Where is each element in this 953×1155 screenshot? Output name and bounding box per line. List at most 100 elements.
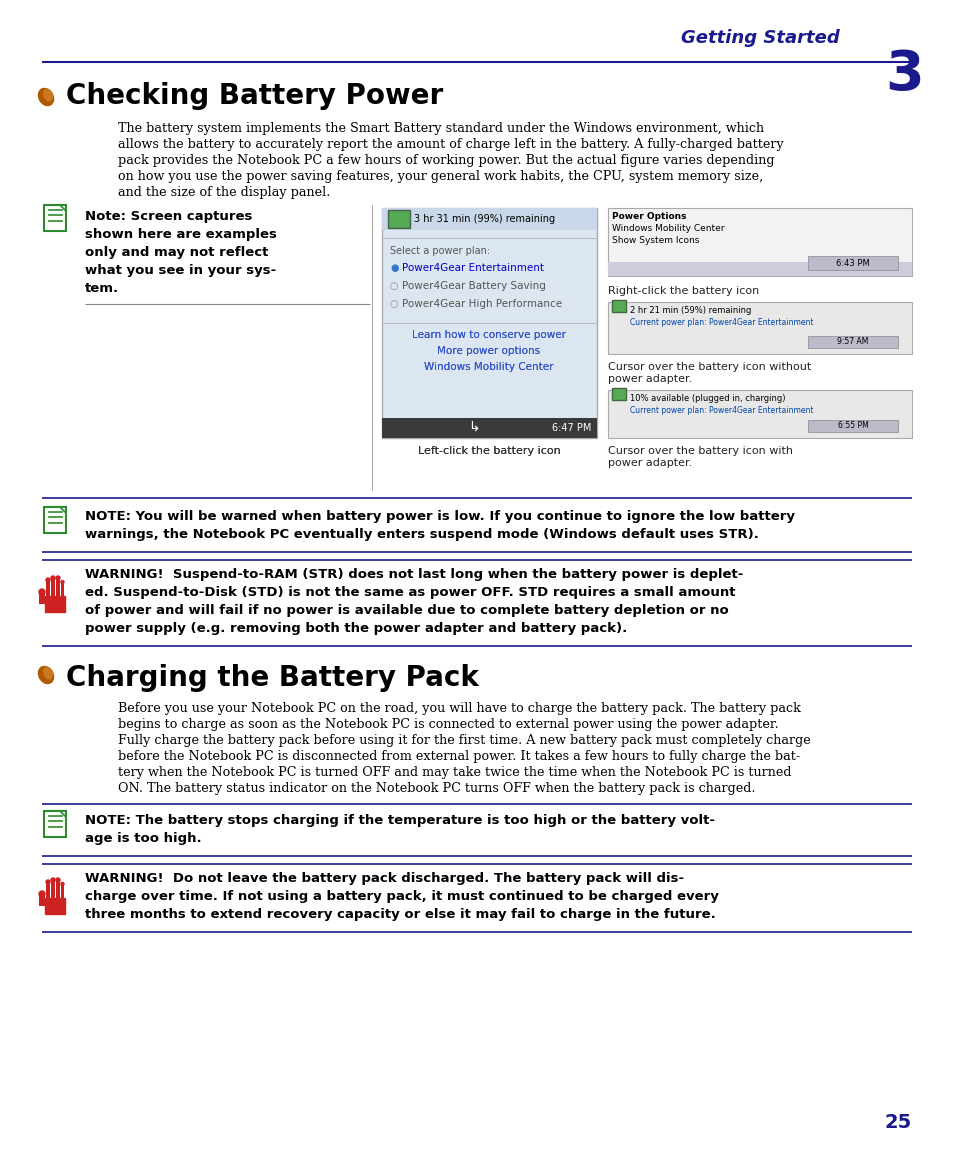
Bar (807, 336, 897, 348)
Bar (607, 390, 911, 438)
Text: NOTE: You will be warned when battery power is low. If you continue to ignore th: NOTE: You will be warned when battery po… (85, 511, 794, 523)
Text: tery when the Notebook PC is turned OFF and may take twice the time when the Not: tery when the Notebook PC is turned OFF … (118, 766, 791, 778)
Text: pack provides the Notebook PC a few hours of working power. But the actual figur: pack provides the Notebook PC a few hour… (118, 154, 774, 167)
Text: power adapter.: power adapter. (607, 459, 692, 468)
Text: three months to extend recovery capacity or else it may fail to charge in the fu: three months to extend recovery capacity… (85, 908, 715, 921)
Bar (51, 578, 55, 596)
Text: allows the battery to accurately report the amount of charge left in the battery: allows the battery to accurately report … (118, 137, 783, 151)
Text: ↳: ↳ (468, 422, 479, 435)
Circle shape (39, 589, 45, 595)
Text: Current power plan: Power4Gear Entertainment: Current power plan: Power4Gear Entertain… (629, 407, 813, 415)
Text: on how you use the power saving features, your general work habits, the CPU, sys: on how you use the power saving features… (118, 170, 762, 182)
Text: 6:47 PM: 6:47 PM (551, 423, 590, 433)
Text: Windows Mobility Center: Windows Mobility Center (424, 362, 553, 372)
Bar (381, 418, 597, 438)
Circle shape (39, 891, 45, 897)
Text: WARNING!  Suspend-to-RAM (STR) does not last long when the battery power is depl: WARNING! Suspend-to-RAM (STR) does not l… (85, 568, 742, 581)
Text: Cursor over the battery icon without: Cursor over the battery icon without (607, 362, 810, 372)
Bar (612, 300, 625, 312)
Text: Right-click the battery icon: Right-click the battery icon (607, 286, 759, 296)
Text: Windows Mobility Center: Windows Mobility Center (612, 224, 723, 233)
Bar (45, 596, 65, 612)
Ellipse shape (38, 666, 53, 684)
Text: Before you use your Notebook PC on the road, you will have to charge the battery: Before you use your Notebook PC on the r… (118, 702, 800, 715)
Text: Power Options: Power Options (612, 213, 686, 221)
Bar (45, 897, 65, 914)
Bar (39, 894, 45, 906)
Text: 25: 25 (883, 1113, 911, 1133)
Text: charge over time. If not using a battery pack, it must continued to be charged e: charge over time. If not using a battery… (85, 891, 719, 903)
Text: 3 hr 31 min (99%) remaining: 3 hr 31 min (99%) remaining (414, 214, 555, 224)
Bar (51, 880, 55, 897)
Circle shape (56, 576, 60, 580)
Circle shape (56, 878, 60, 882)
Bar (45, 596, 65, 612)
Text: 6:43 PM: 6:43 PM (835, 259, 869, 268)
Text: 3: 3 (884, 49, 923, 102)
Bar (381, 208, 597, 438)
Bar (46, 580, 50, 596)
Ellipse shape (38, 89, 53, 105)
Text: NOTE: The battery stops charging if the temperature is too high or the battery v: NOTE: The battery stops charging if the … (85, 814, 714, 827)
Text: Windows Mobility Center: Windows Mobility Center (424, 362, 553, 372)
Circle shape (51, 576, 55, 580)
Bar (44, 811, 66, 837)
Text: Select a power plan:: Select a power plan: (390, 246, 490, 256)
Bar (61, 884, 64, 897)
Text: Fully charge the battery pack before using it for the first time. A new battery : Fully charge the battery pack before usi… (118, 733, 810, 747)
Text: ○: ○ (390, 281, 398, 291)
Text: Left-click the battery icon: Left-click the battery icon (417, 446, 559, 456)
Text: Power4Gear Battery Saving: Power4Gear Battery Saving (401, 281, 545, 291)
Bar (56, 578, 60, 596)
Text: Checking Battery Power: Checking Battery Power (66, 82, 443, 110)
Text: warnings, the Notebook PC eventually enters suspend mode (Windows default uses S: warnings, the Notebook PC eventually ent… (85, 528, 758, 541)
Bar (46, 882, 50, 897)
Bar (39, 593, 45, 604)
Text: ed. Suspend-to-Disk (STD) is not the same as power OFF. STD requires a small amo: ed. Suspend-to-Disk (STD) is not the sam… (85, 586, 735, 599)
Circle shape (61, 882, 64, 886)
Text: Power4Gear Entertainment: Power4Gear Entertainment (401, 263, 543, 273)
Text: begins to charge as soon as the Notebook PC is connected to external power using: begins to charge as soon as the Notebook… (118, 718, 778, 731)
Bar (607, 262, 911, 276)
Text: 6:55 PM: 6:55 PM (837, 422, 867, 431)
Bar (807, 256, 897, 270)
Text: before the Notebook PC is disconnected from external power. It takes a few hours: before the Notebook PC is disconnected f… (118, 750, 800, 763)
Text: tem.: tem. (85, 282, 119, 295)
Ellipse shape (44, 668, 52, 679)
Ellipse shape (44, 89, 52, 100)
Bar (607, 301, 911, 353)
Bar (807, 420, 897, 432)
Bar (388, 210, 410, 228)
Text: and the size of the display panel.: and the size of the display panel. (118, 186, 330, 199)
Text: 2 hr 21 min (59%) remaining: 2 hr 21 min (59%) remaining (629, 306, 751, 315)
Bar (61, 582, 64, 596)
Text: Charging the Battery Pack: Charging the Battery Pack (66, 664, 478, 692)
Text: what you see in your sys-: what you see in your sys- (85, 264, 276, 277)
Text: power supply (e.g. removing both the power adapter and battery pack).: power supply (e.g. removing both the pow… (85, 623, 626, 635)
Text: shown here are examples: shown here are examples (85, 228, 276, 241)
Text: More power options: More power options (437, 346, 540, 356)
Text: More power options: More power options (437, 346, 540, 356)
Text: power adapter.: power adapter. (607, 374, 692, 383)
Text: Learn how to conserve power: Learn how to conserve power (412, 330, 565, 340)
Text: Cursor over the battery icon with: Cursor over the battery icon with (607, 446, 792, 456)
Text: Power4Gear High Performance: Power4Gear High Performance (401, 299, 561, 310)
Circle shape (46, 578, 50, 582)
Text: Left-click the battery icon: Left-click the battery icon (417, 446, 559, 456)
Text: ●: ● (390, 263, 398, 273)
Bar (612, 388, 625, 400)
Circle shape (46, 880, 50, 884)
Circle shape (61, 581, 64, 583)
Text: WARNING!  Do not leave the battery pack discharged. The battery pack will dis-: WARNING! Do not leave the battery pack d… (85, 872, 683, 885)
Text: Learn how to conserve power: Learn how to conserve power (412, 330, 565, 340)
Text: Note: Screen captures: Note: Screen captures (85, 210, 253, 223)
Text: Current power plan: Power4Gear Entertainment: Current power plan: Power4Gear Entertain… (629, 318, 813, 327)
Bar (44, 204, 66, 231)
Bar (44, 507, 66, 532)
Circle shape (51, 878, 55, 882)
Text: The battery system implements the Smart Battery standard under the Windows envir: The battery system implements the Smart … (118, 122, 763, 135)
Text: of power and will fail if no power is available due to complete battery depletio: of power and will fail if no power is av… (85, 604, 728, 617)
Bar (45, 897, 65, 914)
Text: ON. The battery status indicator on the Notebook PC turns OFF when the battery p: ON. The battery status indicator on the … (118, 782, 755, 795)
Bar (56, 880, 60, 897)
